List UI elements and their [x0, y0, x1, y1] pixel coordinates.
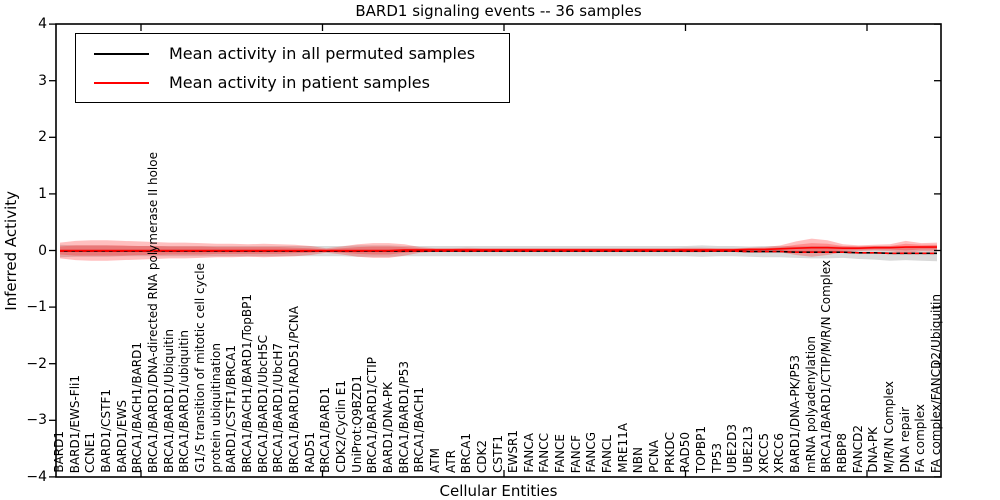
x-tick-label: BRCA1/BARD1/CTIP/M/R/N Complex — [819, 260, 834, 473]
x-tick-label: CSTF1 — [490, 435, 505, 473]
x-tick-label: BRCA1 — [459, 432, 474, 473]
x-tick-label: G1/S transition of mitotic cell cycle — [192, 263, 207, 473]
x-tick-label: XRCC6 — [772, 432, 787, 473]
x-tick-label: FANCD2 — [850, 424, 865, 473]
x-tick-label: BRCA1/BARD1/UbcH7 — [271, 343, 286, 473]
x-tick-label: FA complex — [913, 404, 928, 473]
legend-item-patient: Mean activity in patient samples — [94, 73, 509, 92]
x-tick-label: TOPBP1 — [694, 425, 709, 473]
legend-permuted-label: Mean activity in all permuted samples — [169, 44, 476, 63]
legend: Mean activity in all permuted samples Me… — [75, 33, 510, 103]
x-tick-label: ATM — [427, 448, 442, 473]
y-tick-label: −1 — [26, 299, 47, 316]
x-tick-label: BRCA1/BARD1/P53 — [396, 360, 411, 473]
x-tick-label: RAD50 — [678, 432, 693, 473]
x-tick-label: protein ubiquitination — [208, 343, 223, 473]
x-tick-label: BARD1/CSTF1 — [98, 389, 113, 473]
y-tick-label: −3 — [26, 412, 47, 429]
x-tick-label: UniProt:Q9BZD1 — [349, 375, 364, 473]
x-tick-label: RBBP8 — [835, 433, 850, 473]
x-tick-label: EWSR1 — [506, 429, 521, 473]
x-tick-label: BARD1/EWS-Fli1 — [67, 374, 82, 473]
patient-mean-line — [60, 246, 937, 252]
x-tick-label: BRCA1/BARD1/Ubiquitin — [161, 329, 176, 473]
x-tick-label: UBE2D3 — [725, 423, 740, 473]
x-tick-label: NBN — [631, 446, 646, 473]
x-tick-label: BRCA1/BACH1/BARD1/TopBP1 — [239, 294, 254, 473]
x-tick-label: UBE2L3 — [741, 426, 756, 473]
x-tick-label: BARD1/CSTF1/BRCA1 — [224, 345, 239, 473]
x-tick-label: BRCA1/BACH1 — [412, 387, 427, 473]
x-tick-label: FANCE — [553, 434, 568, 473]
x-tick-label: M/R/N Complex — [882, 380, 897, 473]
x-tick-label: TP53 — [709, 443, 724, 473]
x-tick-label: BARD1 — [52, 431, 66, 473]
x-tick-label: mRNA polyadenylation — [803, 335, 818, 473]
x-tick-label: CCNE1 — [83, 432, 98, 473]
y-tick-label: 1 — [38, 185, 47, 202]
chart-title: BARD1 signaling events -- 36 samples — [355, 2, 642, 20]
x-tick-label: CDK2/Cyclin E1 — [333, 380, 348, 473]
y-tick-label: 3 — [38, 72, 47, 89]
x-tick-label: FANCG — [584, 432, 599, 473]
x-tick-label: FANCF — [568, 434, 583, 473]
x-tick-label: FANCA — [521, 433, 536, 473]
x-axis-label: Cellular Entities — [439, 482, 558, 500]
y-tick-label: 4 — [38, 16, 47, 33]
y-axis-label: Inferred Activity — [2, 190, 20, 311]
legend-permuted-line-swatch — [94, 52, 149, 55]
y-tick-label: 2 — [38, 129, 47, 146]
y-tick-label: −4 — [26, 468, 47, 485]
x-tick-label: BARD1/DNA-PK/P53 — [788, 355, 803, 473]
x-tick-label: XRCC5 — [756, 432, 771, 473]
x-tick-label: BRCA1/BARD1/RAD51/PCNA — [286, 305, 301, 473]
legend-patient-label: Mean activity in patient samples — [169, 73, 430, 92]
y-tick-label: −2 — [26, 355, 47, 372]
x-tick-label: CDK2 — [474, 439, 489, 473]
x-tick-label: FANCC — [537, 433, 552, 473]
x-tick-label: BARD1/EWS — [114, 400, 129, 473]
x-tick-label: FANCL — [600, 434, 615, 473]
x-tick-label: PRKDC — [662, 431, 677, 473]
x-tick-label: BRCA1/BARD1/CTIP — [365, 356, 380, 473]
x-tick-label: BRCA1/BARD1/ubiquitin — [177, 330, 192, 473]
legend-item-permuted: Mean activity in all permuted samples — [94, 44, 509, 63]
x-tick-label: FA complex/FANCD2/Ubiquitin — [929, 294, 943, 473]
y-tick-label: 0 — [38, 242, 47, 259]
x-tick-label: ATR — [443, 450, 458, 473]
x-tick-label: BRCA1/BACH1/BARD1 — [130, 341, 145, 473]
x-tick-label: DNA-PK — [866, 427, 881, 473]
permuted-std-band — [60, 244, 937, 262]
x-tick-label: BRCA1/BARD1/DNA-directed RNA polymerase … — [145, 152, 160, 473]
legend-patient-line-swatch — [94, 81, 149, 84]
x-tick-label: BARD1/DNA-PK — [380, 381, 395, 473]
x-tick-label: PCNA — [647, 440, 662, 473]
x-tick-label: DNA repair — [897, 407, 912, 473]
x-tick-label: BRCA1/BARD1/UbcH5C — [255, 335, 270, 473]
x-tick-label: MRE11A — [615, 423, 630, 473]
y-axis-label-wrap: Inferred Activity — [2, 24, 20, 477]
x-tick-label: RAD51 — [302, 432, 317, 473]
x-tick-label: BRCA1/BARD1 — [318, 387, 333, 473]
